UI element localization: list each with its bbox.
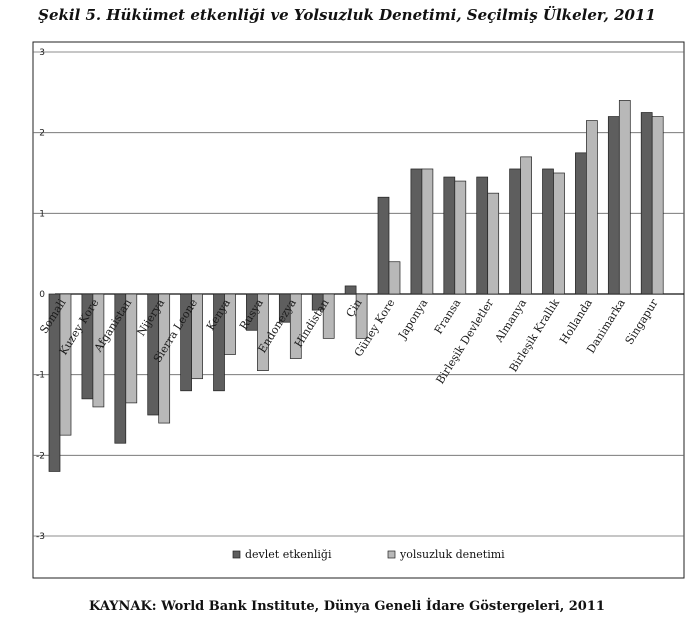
y-axis: 3 2 1 0 -1 -2 -3 [36, 48, 45, 542]
bar-0-12 [443, 176, 456, 295]
category-label-14: Almanya [492, 296, 529, 345]
bar-0-11 [410, 168, 423, 295]
bar-1-16 [586, 120, 598, 295]
y-tick-label-1: 2 [39, 129, 45, 139]
bar-1-6 [257, 293, 269, 371]
bars [48, 100, 664, 472]
bar-1-2 [125, 293, 138, 404]
bar-0-9 [344, 285, 357, 295]
bar-1-5 [224, 293, 236, 355]
bar-1-13 [487, 192, 500, 295]
bar-0-13 [476, 176, 489, 295]
bar-1-12 [454, 180, 467, 295]
bar-1-1 [92, 293, 105, 408]
legend-swatch-0 [232, 550, 241, 559]
legend-swatch-1 [387, 550, 396, 559]
bar-0-14 [509, 168, 521, 295]
y-tick-label-2: 1 [39, 209, 45, 219]
y-tick-label-6: -3 [36, 532, 45, 542]
plot-frame [32, 41, 685, 579]
y-tick-label-3: 0 [39, 290, 45, 300]
bar-1-4 [191, 293, 203, 380]
bar-0-15 [542, 168, 554, 295]
bar-1-3 [158, 293, 171, 424]
bar-1-14 [520, 156, 532, 295]
bar-1-17 [618, 100, 631, 295]
page-title: Şekil 5. Hükümet etkenliği ve Yolsuzluk … [38, 6, 656, 24]
y-tick-label-5: -2 [36, 451, 45, 461]
bar-0-16 [575, 152, 587, 295]
category-label-18: Singapur [623, 296, 662, 347]
bar-0-10 [377, 196, 390, 295]
bar-1-11 [421, 168, 434, 295]
source-note: KAYNAK: World Bank Institute, Dünya Gene… [89, 599, 605, 614]
y-tick-label-0: 3 [39, 48, 45, 58]
legend-label-1: yolsuzluk denetimi [399, 548, 505, 561]
legend-label-0: devlet etkenliği [245, 548, 332, 561]
category-label-11: Japonya [395, 296, 430, 342]
legend: devlet etkenliği yolsuzluk denetimi [232, 548, 505, 561]
bar-1-10 [388, 261, 401, 295]
y-tick-label-4: -1 [36, 371, 45, 381]
bar-1-0 [59, 293, 72, 436]
category-label-13: Birleşik Devletler [434, 296, 497, 386]
bar-0-18 [640, 112, 653, 295]
bar-1-9 [355, 293, 368, 339]
bar-1-8 [322, 293, 335, 339]
bar-0-17 [607, 116, 620, 295]
bar-1-15 [553, 172, 565, 295]
bar-1-18 [651, 116, 664, 295]
category-label-12: Fransa [432, 296, 464, 336]
bar-1-7 [289, 293, 302, 359]
